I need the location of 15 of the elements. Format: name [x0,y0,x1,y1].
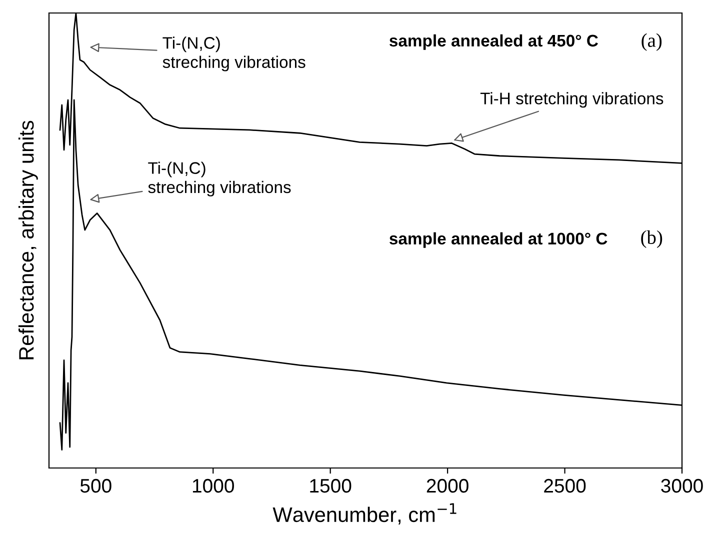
x-tick-label: 500 [80,478,112,493]
x-tick-label: 2000 [426,478,468,493]
annotation: sample annealed at 1000° C [390,232,608,248]
y-axis-title: Reflectance, arbitary units [18,120,38,360]
x-tick-label: 1500 [310,478,352,493]
x-tick-label: 3000 [661,478,703,493]
annotation: Ti-(N,C) streching vibrations [148,162,291,196]
annotation: (a) [642,33,662,51]
x-tick-label: 1000 [192,478,234,493]
annotation: sample annealed at 450° C [390,34,598,50]
x-axis-title: Wavenumber, cm$^{−1}$ [272,503,456,525]
x-tick-label: 2500 [544,478,586,493]
annotation: Ti-H stretching vibrations [480,92,664,108]
annotation: Ti-(N,C) streching vibrations [162,36,306,72]
annotation: (b) [641,230,662,248]
